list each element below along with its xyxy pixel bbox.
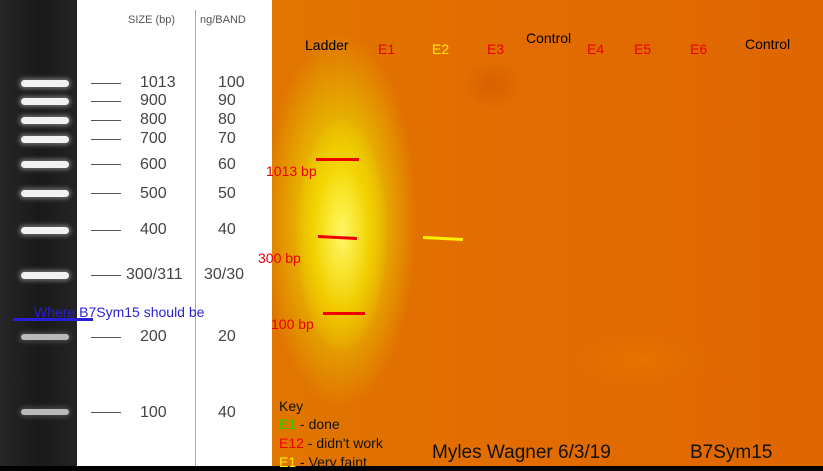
ref-tick xyxy=(91,164,121,165)
ref-band-300 xyxy=(21,272,69,279)
author-date-label: Myles Wagner 6/3/19 xyxy=(432,442,611,463)
key-desc: - done xyxy=(296,416,340,432)
ng-column-header: ng/BAND xyxy=(200,14,246,26)
ref-band-900 xyxy=(21,98,69,105)
ref-ng-label: 100 xyxy=(218,74,245,91)
expected-position-note: Where B7Sym15 should be xyxy=(34,304,205,320)
ref-size-label: 600 xyxy=(140,156,167,173)
ref-tick xyxy=(91,193,121,194)
reference-ladder-lane xyxy=(0,0,77,466)
ref-ng-label: 60 xyxy=(218,156,236,173)
ref-band-500 xyxy=(21,190,69,197)
ref-tick xyxy=(91,83,121,84)
ref-tick xyxy=(91,337,121,338)
ref-ng-label: 30/30 xyxy=(204,266,245,283)
marker-line-100 xyxy=(323,312,365,315)
bp-label-1013: 1013 bp xyxy=(266,163,317,179)
ref-size-label: 300/311 xyxy=(126,266,183,283)
bp-label-300: 300 bp xyxy=(258,250,301,266)
expected-position-line xyxy=(13,318,93,321)
ref-size-label: 200 xyxy=(140,328,167,345)
key-code: E1 xyxy=(279,454,297,470)
ref-size-label: 1013 xyxy=(140,74,176,91)
ref-band-600 xyxy=(21,161,69,168)
ref-ng-label: 40 xyxy=(218,221,236,238)
key-code: E1 xyxy=(279,416,297,432)
ref-ng-label: 70 xyxy=(218,130,236,147)
ref-ng-label: 90 xyxy=(218,92,236,109)
ref-tick xyxy=(91,275,121,276)
lane-label-e2: E2 xyxy=(432,41,450,57)
sample-name-label: B7Sym15 xyxy=(690,442,773,463)
ref-size-label: 800 xyxy=(140,111,167,128)
key-item-faint: E1 - Very faint xyxy=(279,453,367,471)
lane-label-control-1: Control xyxy=(526,30,572,46)
ref-tick xyxy=(91,139,121,140)
key-code: E12 xyxy=(279,435,304,451)
ref-band-1013 xyxy=(21,80,69,87)
ref-size-label: 400 xyxy=(140,221,167,238)
marker-line-1013 xyxy=(316,158,359,161)
ref-size-label: 500 xyxy=(140,185,167,202)
lane-label-e5: E5 xyxy=(634,41,652,57)
column-divider xyxy=(195,10,196,466)
ref-band-700 xyxy=(21,136,69,143)
key-item-done: E1 - done xyxy=(279,415,340,433)
reference-ladder-panel: SIZE (bp) ng/BAND 1013 100 900 90 800 80… xyxy=(0,0,272,466)
ref-tick xyxy=(91,120,121,121)
lane-label-e6: E6 xyxy=(690,41,708,57)
ref-tick xyxy=(91,101,121,102)
size-column-header: SIZE (bp) xyxy=(128,14,176,26)
ref-ng-label: 50 xyxy=(218,185,236,202)
well-shadow xyxy=(462,60,522,110)
ref-band-200 xyxy=(21,334,69,340)
gel-smear xyxy=(572,330,712,390)
lane-label-control-2: Control xyxy=(745,36,791,52)
lane-label-e1: E1 xyxy=(378,41,396,57)
key-desc: - Very faint xyxy=(296,454,367,470)
key-desc: - didn't work xyxy=(303,435,383,451)
ref-band-800 xyxy=(21,117,69,124)
key-title: Key xyxy=(279,398,304,414)
key-item-failed: E12 - didn't work xyxy=(279,434,383,452)
ref-size-label: 700 xyxy=(140,130,167,147)
ref-tick xyxy=(91,230,121,231)
ref-ng-label: 20 xyxy=(218,328,236,345)
ref-tick xyxy=(91,412,121,413)
ref-size-label: 100 xyxy=(140,404,167,421)
ref-band-400 xyxy=(21,227,69,234)
lane-label-e3: E3 xyxy=(487,41,505,57)
gel-image xyxy=(272,0,823,466)
ref-size-label: 900 xyxy=(140,92,167,109)
lane-label-e4: E4 xyxy=(587,41,605,57)
ref-band-100 xyxy=(21,409,69,415)
bp-label-100: 100 bp xyxy=(271,316,314,332)
ref-ng-label: 40 xyxy=(218,404,236,421)
lane-label-ladder: Ladder xyxy=(305,37,349,53)
ref-ng-label: 80 xyxy=(218,111,236,128)
